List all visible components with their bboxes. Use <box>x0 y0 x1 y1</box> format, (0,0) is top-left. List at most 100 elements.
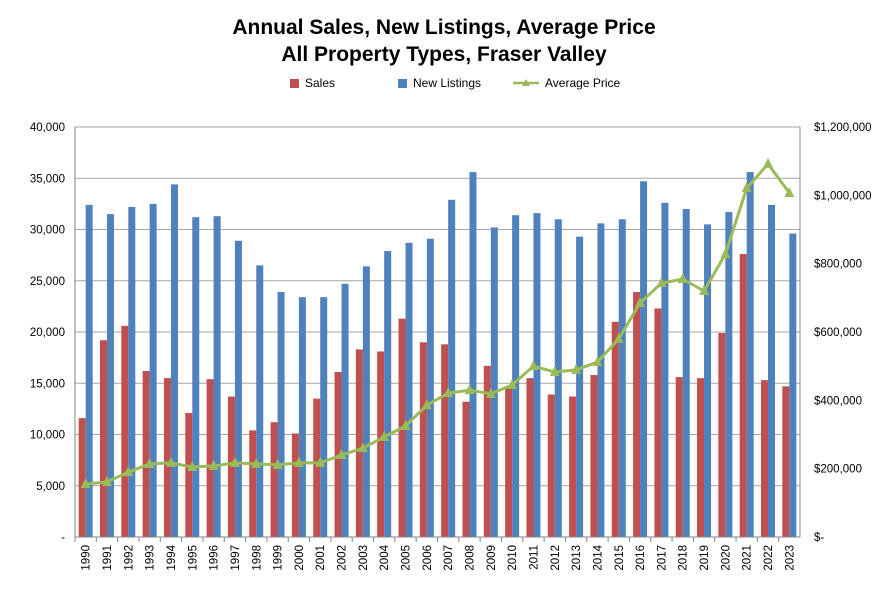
sales-bar <box>782 386 790 537</box>
average-price-marker <box>677 273 688 284</box>
new-listings-bar <box>384 251 392 537</box>
new-listings-bar <box>149 203 157 537</box>
average-price-marker <box>165 456 176 467</box>
new-listings-bar <box>490 227 498 537</box>
x-tick-label: 2020 <box>720 545 732 571</box>
average-price-marker <box>144 457 155 468</box>
y-left-tick-label: 35,000 <box>30 173 65 185</box>
x-tick-label: 2011 <box>528 545 540 570</box>
average-price-marker <box>571 363 582 374</box>
y-left-tick-label: 40,000 <box>30 122 65 134</box>
new-listings-bar <box>512 215 520 537</box>
new-listings-bar <box>256 265 264 537</box>
sales-bar <box>313 398 321 537</box>
x-tick-label: 2008 <box>464 545 476 571</box>
sales-bar <box>121 325 129 537</box>
x-tick-label: 2004 <box>379 544 391 570</box>
sales-bar <box>99 340 107 537</box>
y-right-tick-label: $- <box>814 532 824 544</box>
x-tick-label: 2023 <box>784 545 796 571</box>
y-right-tick-label: $400,000 <box>814 395 862 407</box>
average-price-marker <box>80 478 91 489</box>
new-listings-bar <box>192 217 200 537</box>
y-left-tick-label: 30,000 <box>30 225 65 237</box>
sales-bar <box>355 349 363 537</box>
y-right-tick-label: $200,000 <box>814 464 862 476</box>
x-tick-label: 1992 <box>123 545 135 571</box>
x-tick-label: 1995 <box>187 545 199 571</box>
new-listings-bar <box>277 292 285 537</box>
legend-sales: Sales <box>290 76 335 90</box>
x-tick-label: 2000 <box>294 545 306 571</box>
average-price-marker <box>357 442 368 453</box>
average-price-marker <box>187 460 198 471</box>
sales-bar <box>462 401 470 537</box>
x-tick-label: 2007 <box>443 545 455 571</box>
sales-bar <box>334 371 342 537</box>
new-listings-bar <box>405 242 413 537</box>
sales-bar <box>654 308 662 537</box>
sales-bar <box>419 342 427 537</box>
new-listings-bar <box>106 214 114 537</box>
new-listings-bar <box>576 236 584 538</box>
y-right-tick-label: $600,000 <box>814 327 862 339</box>
new-listings-bar <box>597 223 605 537</box>
average-price-line <box>85 161 791 486</box>
x-tick-label: 1990 <box>81 545 93 571</box>
average-price-marker <box>741 182 752 193</box>
average-price-marker <box>549 365 560 376</box>
y-right-tick-label: $1,000,000 <box>814 190 872 202</box>
new-listings-bar <box>320 297 328 537</box>
legend-new-listings: New Listings <box>398 76 481 90</box>
y-left-tick-label: 10,000 <box>30 430 65 442</box>
x-tick-label: 2017 <box>656 545 668 571</box>
average-price-marker <box>720 248 731 259</box>
y-left-tick-label: 25,000 <box>30 276 65 288</box>
average-price-marker <box>251 457 262 468</box>
average-price-marker <box>400 419 411 430</box>
average-price-marker <box>613 332 624 343</box>
new-listings-bar <box>128 206 136 537</box>
sales-bar <box>78 418 86 537</box>
new-listings-bar <box>469 172 477 537</box>
sales-bar <box>547 394 555 537</box>
x-tick-label: 2006 <box>422 545 434 571</box>
x-tick-label: 2022 <box>763 545 775 571</box>
x-tick-label: 2014 <box>592 544 604 570</box>
x-tick-label: 2005 <box>401 545 413 571</box>
new-listings-bar <box>426 238 434 537</box>
sales-bar <box>718 333 726 537</box>
y-left-tick-label: 15,000 <box>30 378 65 390</box>
average-price-marker <box>101 475 112 486</box>
sales-bar <box>505 388 513 537</box>
new-listings-bar <box>640 181 648 537</box>
sales-bar <box>675 377 683 537</box>
new-listings-bar <box>618 219 626 537</box>
average-price-marker <box>528 360 539 371</box>
x-tick-label: 2012 <box>550 545 562 571</box>
sales-bar <box>249 430 257 537</box>
sales-bar <box>377 351 385 537</box>
x-tick-label: 2002 <box>337 545 349 571</box>
y-left-tick-label: 20,000 <box>30 327 65 339</box>
new-listings-bar <box>554 219 562 537</box>
average-price-marker <box>763 157 774 168</box>
average-price-marker <box>421 399 432 410</box>
x-tick-label: 1996 <box>209 545 221 571</box>
legend-average-price: Average Price <box>513 76 620 90</box>
new-listings-bar <box>234 240 242 537</box>
sales-bar <box>697 378 705 537</box>
x-tick-label: 2003 <box>358 545 370 571</box>
y-right-tick-label: $1,200,000 <box>814 122 872 134</box>
new-listings-bar <box>768 204 776 537</box>
new-listings-bar <box>298 297 306 537</box>
average-price-marker <box>229 456 240 467</box>
average-price-marker <box>293 456 304 467</box>
x-tick-label: 1997 <box>230 545 242 571</box>
x-tick-label: 2015 <box>614 545 626 571</box>
y-left-tick-label: - <box>61 532 65 544</box>
average-price-marker <box>656 277 667 288</box>
new-listings-bar <box>213 216 221 538</box>
sales-bar <box>761 380 769 537</box>
